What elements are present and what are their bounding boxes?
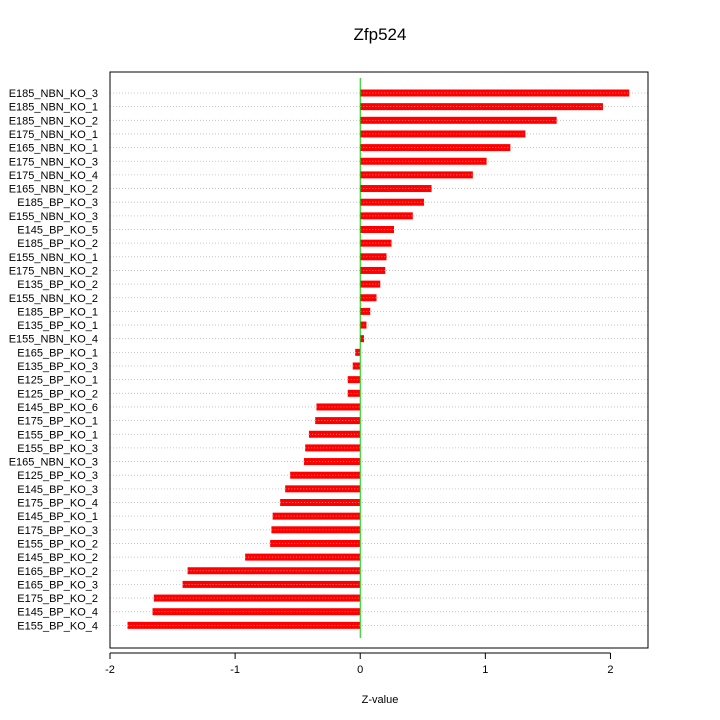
x-tick-label: -2 bbox=[105, 664, 115, 676]
bar bbox=[315, 417, 361, 425]
bar bbox=[308, 430, 361, 438]
y-tick-label: E125_BP_KO_3 bbox=[17, 470, 98, 482]
bar bbox=[360, 89, 630, 97]
chart-title: Zfp524 bbox=[354, 25, 407, 44]
y-tick-label: E185_NBN_KO_1 bbox=[9, 102, 98, 114]
bar bbox=[360, 307, 371, 315]
bar bbox=[360, 335, 364, 343]
bar bbox=[290, 471, 361, 479]
y-tick-label: E175_NBN_KO_2 bbox=[9, 265, 98, 277]
y-tick-label: E155_NBN_KO_4 bbox=[9, 334, 98, 346]
bar bbox=[360, 212, 413, 220]
bar bbox=[360, 198, 425, 206]
y-tick-label: E175_BP_KO_4 bbox=[17, 498, 98, 510]
x-axis-title: Z-value bbox=[362, 694, 399, 706]
y-tick-label: E145_BP_KO_4 bbox=[17, 607, 98, 619]
bar bbox=[152, 608, 361, 616]
y-tick-label: E165_BP_KO_1 bbox=[17, 347, 98, 359]
bar bbox=[360, 294, 377, 302]
bar bbox=[360, 280, 381, 288]
x-tick-label: -1 bbox=[230, 664, 240, 676]
bar bbox=[280, 499, 361, 506]
y-tick-label: E145_BP_KO_3 bbox=[17, 484, 98, 496]
bars bbox=[127, 89, 630, 629]
y-tick-label: E175_NBN_KO_4 bbox=[9, 170, 98, 182]
y-tick-label: E165_BP_KO_3 bbox=[17, 579, 98, 591]
y-tick-label: E145_BP_KO_1 bbox=[17, 511, 98, 523]
y-tick-label: E165_NBN_KO_3 bbox=[9, 457, 98, 469]
y-tick-label: E155_BP_KO_4 bbox=[17, 620, 98, 632]
x-tick-label: 2 bbox=[607, 664, 613, 676]
y-tick-label: E155_NBN_KO_1 bbox=[9, 252, 98, 264]
y-tick-label: E155_BP_KO_3 bbox=[17, 443, 98, 455]
bar bbox=[360, 130, 526, 138]
y-tick-label: E125_BP_KO_1 bbox=[17, 375, 98, 387]
y-tick-label: E145_BP_KO_6 bbox=[17, 402, 98, 414]
y-tick-label: E165_BP_KO_2 bbox=[17, 566, 98, 578]
bar bbox=[272, 512, 361, 520]
y-tick-label: E175_NBN_KO_3 bbox=[9, 156, 98, 168]
bar bbox=[127, 621, 361, 629]
bar bbox=[303, 458, 361, 466]
y-tick-label: E165_NBN_KO_1 bbox=[9, 143, 98, 155]
y-tick-label: E155_NBN_KO_3 bbox=[9, 211, 98, 223]
bar bbox=[153, 594, 361, 602]
x-tick-label: 1 bbox=[482, 664, 488, 676]
y-tick-label: E185_BP_KO_1 bbox=[17, 306, 98, 318]
y-tick-label: E135_BP_KO_1 bbox=[17, 320, 98, 332]
y-tick-label: E155_BP_KO_2 bbox=[17, 538, 98, 550]
bar bbox=[285, 485, 361, 493]
bar bbox=[187, 567, 361, 575]
y-tick-label: E185_BP_KO_2 bbox=[17, 238, 98, 250]
y-tick-label: E175_BP_KO_3 bbox=[17, 525, 98, 537]
bar bbox=[271, 526, 361, 534]
y-tick-label: E125_BP_KO_2 bbox=[17, 388, 98, 400]
y-tick-label: E135_BP_KO_2 bbox=[17, 279, 98, 291]
bar bbox=[360, 185, 432, 193]
y-tick-label: E155_BP_KO_1 bbox=[17, 429, 98, 441]
bar bbox=[360, 171, 473, 179]
bar bbox=[360, 116, 557, 124]
y-tick-label: E145_BP_KO_2 bbox=[17, 552, 98, 564]
plot-frame bbox=[109, 71, 649, 649]
y-tick-label: E185_NBN_KO_2 bbox=[9, 115, 98, 127]
y-tick-label: E155_NBN_KO_2 bbox=[9, 293, 98, 305]
x-tick-label: 0 bbox=[357, 664, 363, 676]
bar bbox=[355, 348, 361, 356]
y-tick-label: E175_BP_KO_1 bbox=[17, 416, 98, 428]
bar bbox=[182, 580, 361, 588]
y-tick-label: E185_BP_KO_3 bbox=[17, 197, 98, 209]
y-tick-label: E135_BP_KO_3 bbox=[17, 361, 98, 373]
bar bbox=[360, 253, 387, 261]
y-tick-label: E175_NBN_KO_1 bbox=[9, 129, 98, 141]
y-tick-label: E145_BP_KO_5 bbox=[17, 225, 98, 237]
bar bbox=[360, 226, 395, 233]
y-tick-label: E175_BP_KO_2 bbox=[17, 593, 98, 605]
bar bbox=[360, 103, 603, 111]
y-tick-label: E185_NBN_KO_3 bbox=[9, 88, 98, 100]
y-tick-label: E165_NBN_KO_2 bbox=[9, 184, 98, 196]
x-axis: -2 -1 0 1 2 bbox=[105, 652, 614, 676]
